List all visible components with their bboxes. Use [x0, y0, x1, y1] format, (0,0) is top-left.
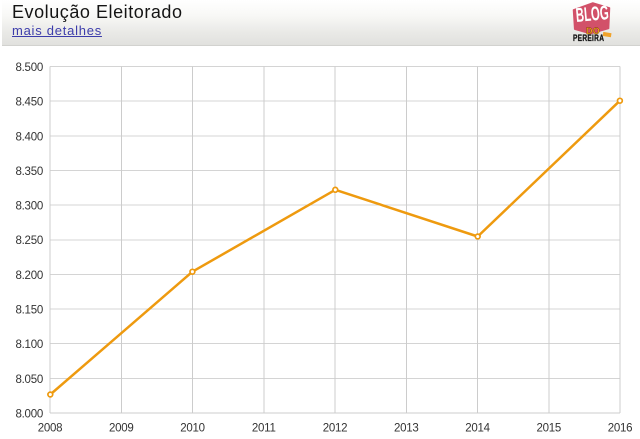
svg-text:8.200: 8.200 [15, 270, 43, 282]
svg-text:2014: 2014 [465, 423, 490, 435]
svg-text:2016: 2016 [608, 423, 633, 435]
svg-text:2015: 2015 [536, 423, 561, 435]
svg-text:2012: 2012 [323, 423, 348, 435]
svg-text:8.300: 8.300 [15, 201, 43, 213]
svg-text:8.350: 8.350 [15, 166, 43, 178]
svg-text:8.150: 8.150 [15, 305, 43, 317]
svg-text:8.050: 8.050 [15, 374, 43, 386]
svg-text:2011: 2011 [252, 423, 276, 435]
svg-text:2008: 2008 [38, 423, 63, 435]
svg-text:8.450: 8.450 [15, 97, 43, 109]
svg-text:8.500: 8.500 [15, 62, 43, 74]
svg-text:8.100: 8.100 [15, 339, 43, 351]
svg-text:2010: 2010 [180, 423, 205, 435]
svg-text:2013: 2013 [394, 423, 419, 435]
svg-text:8.000: 8.000 [15, 408, 43, 420]
svg-text:8.400: 8.400 [15, 131, 43, 143]
svg-text:2009: 2009 [109, 423, 134, 435]
svg-text:8.250: 8.250 [15, 235, 43, 247]
